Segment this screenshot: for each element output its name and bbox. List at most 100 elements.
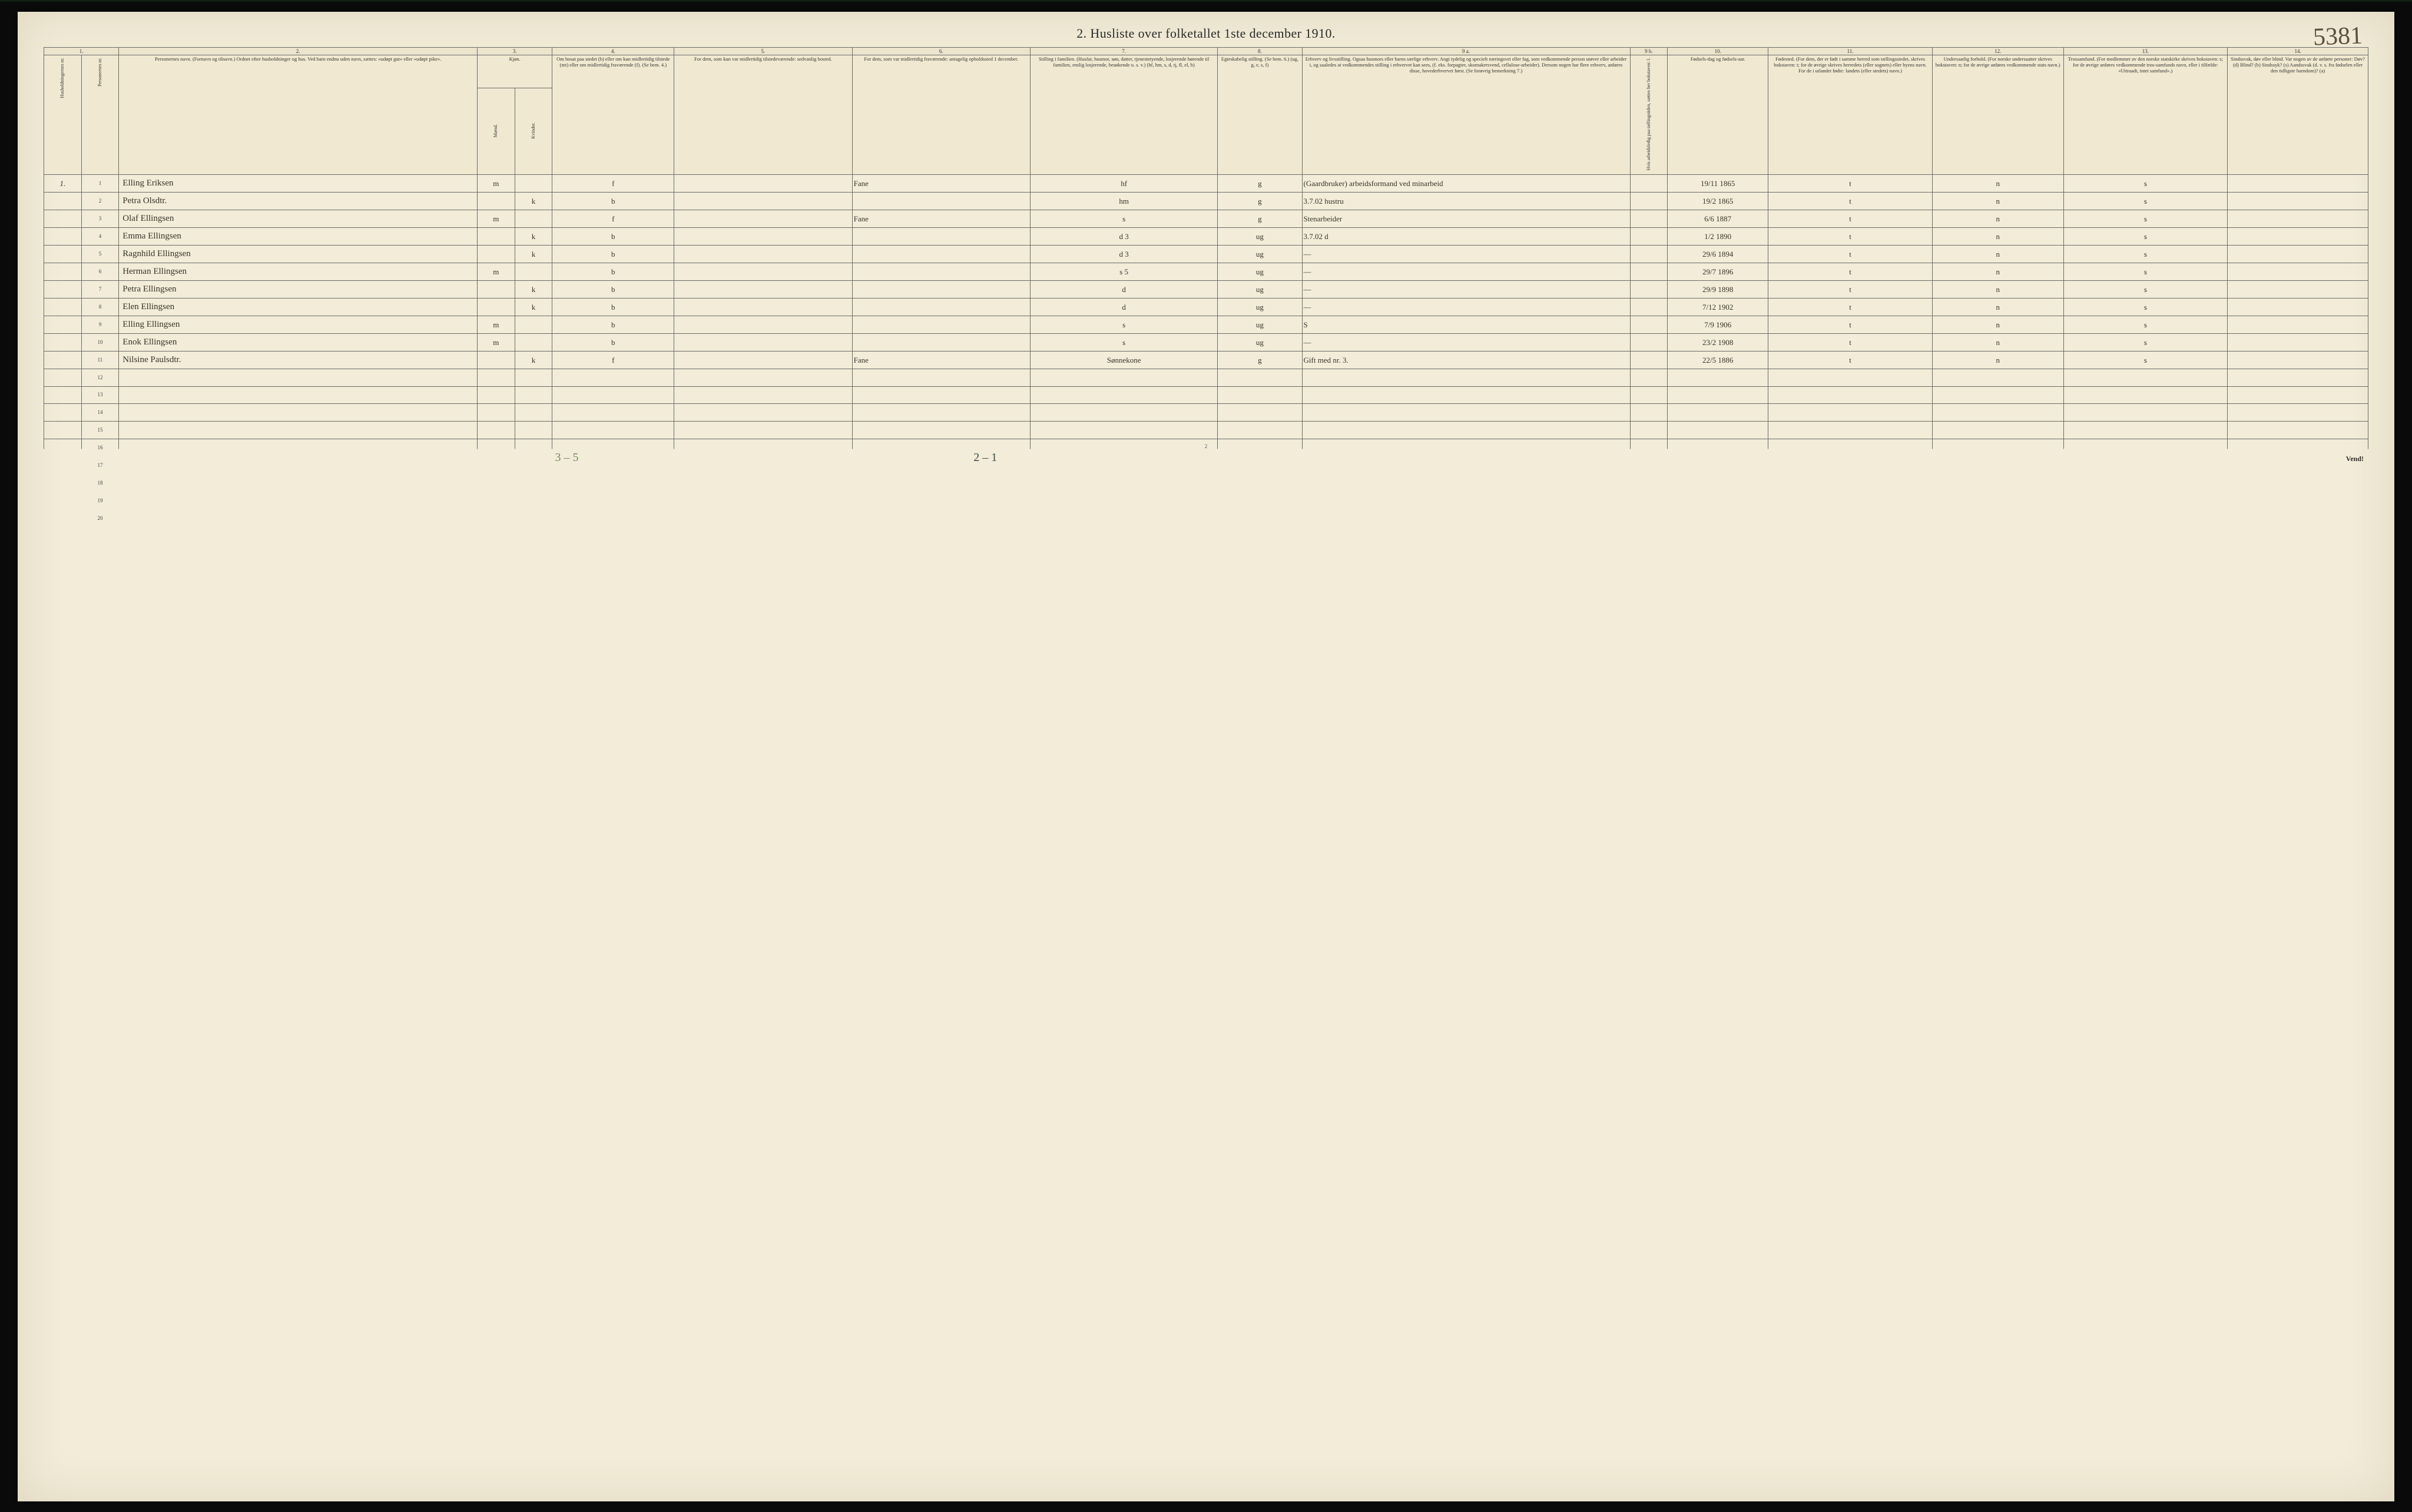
cell-residence — [552, 422, 674, 439]
colnum-2: 2. — [119, 48, 478, 55]
cell-temp-absent — [852, 510, 1030, 528]
table-row: 19 — [44, 492, 2368, 510]
cell-household — [44, 386, 82, 404]
cell-occupation: — — [1302, 280, 1630, 298]
hdr-marital: Egteskabelig stilling. (Se bem. 6.) (ug,… — [1218, 55, 1302, 175]
cell-disability — [2228, 422, 2368, 439]
cell-household — [44, 316, 82, 333]
hdr-birthplace: Fødested. (For dem, der er født i samme … — [1768, 55, 1933, 175]
cell-nationality — [1932, 404, 2063, 422]
cell-temp-present — [674, 263, 852, 280]
cell-residence — [552, 386, 674, 404]
cell-temp-absent — [852, 492, 1030, 510]
cell-male — [478, 369, 515, 386]
cell-household — [44, 210, 82, 227]
table-row: 18 — [44, 475, 2368, 492]
cell-nationality: n — [1932, 351, 2063, 369]
cell-religion: s — [2063, 227, 2228, 245]
cell-unemployed — [1630, 422, 1668, 439]
table-row: 15 — [44, 422, 2368, 439]
cell-family-pos — [1031, 404, 1218, 422]
cell-person-no: 7 — [81, 280, 119, 298]
cell-temp-absent — [852, 404, 1030, 422]
cell-temp-present — [674, 298, 852, 316]
cell-unemployed — [1630, 298, 1668, 316]
cell-disability — [2228, 369, 2368, 386]
hdr-occupation: Erhverv og livsstilling. Ogsaa husmors e… — [1302, 55, 1630, 175]
cell-residence — [552, 369, 674, 386]
cell-religion — [2063, 510, 2228, 528]
cell-residence — [552, 475, 674, 492]
cell-dob — [1668, 369, 1768, 386]
cell-occupation — [1302, 369, 1630, 386]
cell-family-pos — [1031, 492, 1218, 510]
cell-male: m — [478, 263, 515, 280]
cell-birthplace: t — [1768, 263, 1933, 280]
cell-name: Elling Eriksen — [119, 175, 478, 193]
hdr-unemployed: Hvis arbeidsledig paa tællingstiden, sæt… — [1646, 57, 1651, 171]
cell-family-pos: d — [1031, 280, 1218, 298]
colnum-7: 7. — [1031, 48, 1218, 55]
cell-marital: g — [1218, 193, 1302, 210]
table-row: 5Ragnhild Ellingsenkbd 3ug—29/6 1894tns — [44, 245, 2368, 263]
cell-birthplace — [1768, 492, 1933, 510]
cell-nationality: n — [1932, 263, 2063, 280]
cell-temp-present — [674, 492, 852, 510]
cell-female — [515, 404, 552, 422]
cell-unemployed — [1630, 386, 1668, 404]
cell-temp-present — [674, 386, 852, 404]
table-row: 13 — [44, 386, 2368, 404]
cell-marital: ug — [1218, 316, 1302, 333]
cell-dob: 1/2 1890 — [1668, 227, 1768, 245]
cell-unemployed — [1630, 404, 1668, 422]
cell-nationality — [1932, 422, 2063, 439]
cell-person-no: 19 — [81, 492, 119, 510]
cell-household — [44, 422, 82, 439]
cell-temp-absent: Fane — [852, 351, 1030, 369]
cell-person-no: 10 — [81, 333, 119, 351]
cell-marital — [1218, 510, 1302, 528]
hdr-dob: Fødsels-dag og fødsels-aar. — [1668, 55, 1768, 175]
cell-female — [515, 210, 552, 227]
cell-birthplace: t — [1768, 351, 1933, 369]
cell-unemployed — [1630, 369, 1668, 386]
cell-disability — [2228, 263, 2368, 280]
cell-marital: ug — [1218, 227, 1302, 245]
cell-occupation: 3.7.02 hustru — [1302, 193, 1630, 210]
cell-temp-present — [674, 316, 852, 333]
cell-dob: 22/5 1886 — [1668, 351, 1768, 369]
cell-residence — [552, 404, 674, 422]
hdr-female: Kvinder. — [515, 88, 552, 174]
cell-name — [119, 510, 478, 528]
cell-temp-absent — [852, 333, 1030, 351]
cell-female — [515, 333, 552, 351]
cell-disability — [2228, 492, 2368, 510]
cell-disability — [2228, 193, 2368, 210]
footer-hand-left: 3 – 5 — [555, 451, 579, 465]
cell-nationality — [1932, 386, 2063, 404]
cell-residence — [552, 510, 674, 528]
cell-male — [478, 475, 515, 492]
cell-temp-present — [674, 210, 852, 227]
cell-name: Petra Olsdtr. — [119, 193, 478, 210]
colnum-9b: 9 b. — [1630, 48, 1668, 55]
cell-temp-present — [674, 510, 852, 528]
cell-birthplace — [1768, 386, 1933, 404]
cell-temp-absent — [852, 193, 1030, 210]
cell-dob: 7/12 1902 — [1668, 298, 1768, 316]
cell-unemployed — [1630, 351, 1668, 369]
cell-male — [478, 492, 515, 510]
table-row: 2Petra Olsdtr.kbhmg3.7.02 hustru19/2 186… — [44, 193, 2368, 210]
cell-family-pos — [1031, 475, 1218, 492]
cell-unemployed — [1630, 333, 1668, 351]
cell-nationality: n — [1932, 193, 2063, 210]
cell-female — [515, 175, 552, 193]
table-row: 7Petra Ellingsenkbdug—29/9 1898tns — [44, 280, 2368, 298]
table-row: 8Elen Ellingsenkbdug—7/12 1902tns — [44, 298, 2368, 316]
colnum-3: 3. — [478, 48, 552, 55]
colnum-4: 4. — [552, 48, 674, 55]
cell-residence — [552, 492, 674, 510]
cell-female: k — [515, 227, 552, 245]
cell-family-pos: d 3 — [1031, 227, 1218, 245]
cell-occupation: Gift med nr. 3. — [1302, 351, 1630, 369]
